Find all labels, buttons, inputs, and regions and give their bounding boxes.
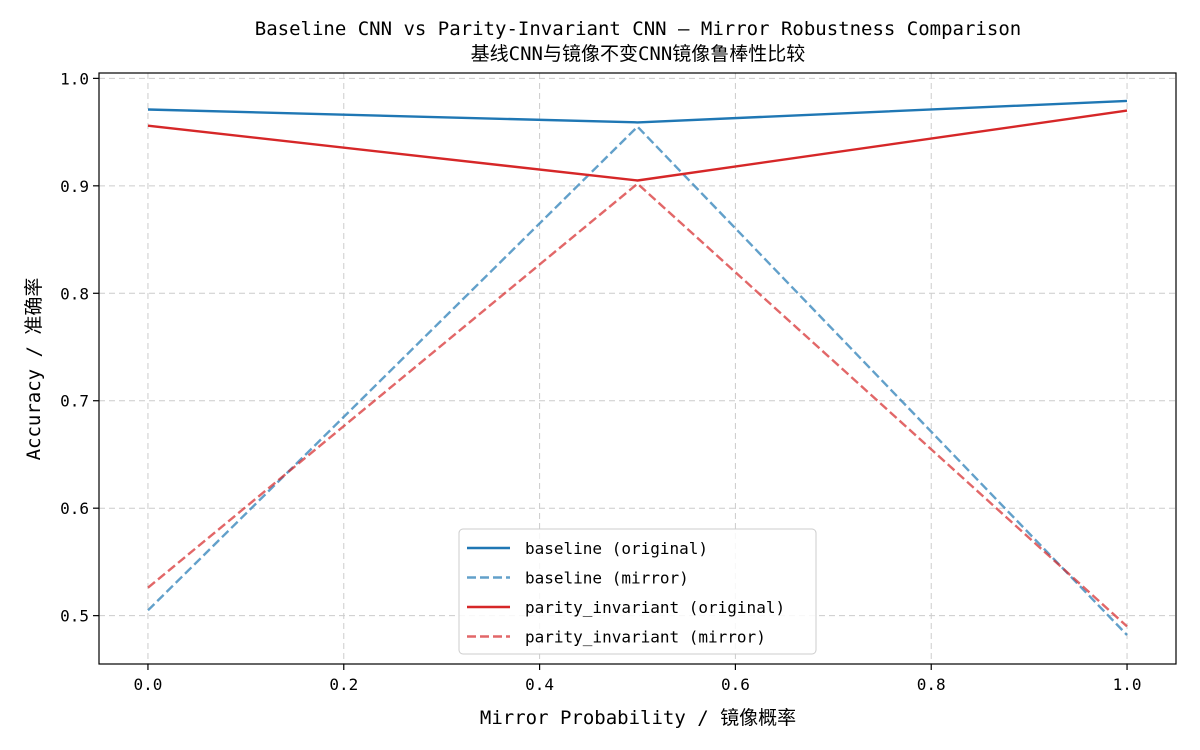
y-tick-label: 0.5 (60, 607, 89, 626)
plot-frame (98, 72, 1177, 665)
x-tick-label: 0.6 (721, 675, 750, 694)
y-tick-label: 0.8 (60, 284, 89, 303)
legend: baseline (original) baseline (mirror) pari… (458, 528, 817, 655)
series-line-baseline-original (147, 99, 1128, 124)
x-axis-label: Mirror Probability / 镜像概率 (480, 707, 796, 729)
chart-subtitle: 基线CNN与镜像不变CNN镜像鲁棒性比较 (471, 43, 806, 65)
series-line-baseline-mirror (147, 125, 1128, 636)
legend-box (458, 528, 817, 655)
legend-label: parity_invariant (original) (525, 598, 785, 617)
legend-label: baseline (mirror) (525, 569, 689, 588)
x-tick-label: 0.2 (329, 675, 358, 694)
y-axis-label: Accuracy / 准确率 (23, 278, 45, 461)
x-axis-ticks: 0.0 0.2 0.4 0.6 0.8 1.0 (134, 664, 1142, 694)
x-tick-label: 1.0 (1113, 675, 1142, 694)
legend-label: parity_invariant (mirror) (525, 628, 766, 647)
series-line-parity-invariant-mirror (147, 182, 1128, 628)
y-tick-label: 0.6 (60, 499, 89, 518)
series-lines (147, 99, 1128, 636)
x-tick-label: 0.4 (525, 675, 554, 694)
y-tick-label: 1.0 (60, 69, 89, 88)
x-tick-label: 0.8 (917, 675, 946, 694)
y-tick-label: 0.9 (60, 177, 89, 196)
series-line-parity-invariant-original (147, 109, 1128, 182)
y-tick-label: 0.7 (60, 392, 89, 411)
y-axis-ticks: 0.5 0.6 0.7 0.8 0.9 1.0 (60, 69, 99, 626)
x-tick-label: 0.0 (134, 675, 163, 694)
legend-label: baseline (original) (525, 539, 708, 558)
chart-title: Baseline CNN vs Parity-Invariant CNN — M… (255, 18, 1021, 40)
